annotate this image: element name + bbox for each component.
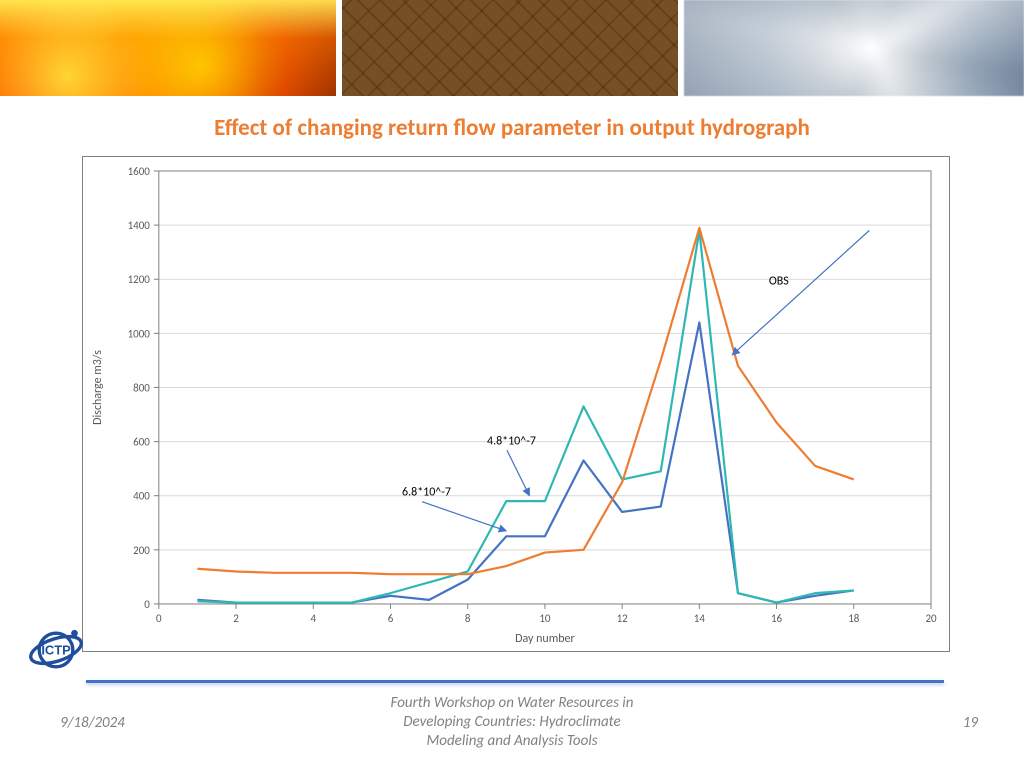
svg-text:1000: 1000	[128, 327, 151, 340]
svg-text:400: 400	[133, 490, 150, 503]
svg-text:0: 0	[156, 612, 162, 625]
svg-text:4: 4	[310, 612, 316, 625]
footer-page-number: 19	[963, 714, 978, 732]
annotation-label: 6.8*10^-7	[402, 486, 451, 500]
svg-text:1600: 1600	[128, 165, 151, 178]
x-axis-label: Day number	[515, 632, 575, 646]
svg-text:800: 800	[133, 381, 150, 394]
svg-text:20: 20	[925, 612, 937, 625]
footer-event-title: Fourth Workshop on Water Resources in De…	[0, 694, 1024, 750]
series-OBS	[197, 228, 853, 574]
svg-text:1200: 1200	[128, 273, 151, 286]
svg-text:16: 16	[771, 612, 783, 625]
series-4.8*10^-7	[197, 231, 853, 603]
slide-title: Effect of changing return flow parameter…	[0, 114, 1024, 142]
svg-text:12: 12	[617, 612, 629, 625]
svg-text:600: 600	[133, 436, 150, 449]
svg-text:200: 200	[133, 544, 150, 557]
banner-drought-image	[342, 0, 678, 96]
banner-hurricane-image	[684, 0, 1024, 96]
svg-text:6: 6	[388, 612, 394, 625]
chart-svg: 0 200 400 600 800 1000 1200 1400 1600 0 2 4 6 8 10 12 14…	[83, 157, 949, 652]
svg-text:0: 0	[144, 598, 150, 611]
ictp-logo: ICTP	[28, 622, 84, 678]
annotation-label: OBS	[769, 275, 789, 289]
y-axis-label: Discharge m3/s	[91, 350, 105, 425]
svg-text:10: 10	[539, 612, 551, 625]
svg-text:2: 2	[233, 612, 239, 625]
slide: Effect of changing return flow parameter…	[0, 0, 1024, 768]
hydrograph-chart: 0 200 400 600 800 1000 1200 1400 1600 0 2 4 6 8 10 12 14…	[82, 156, 950, 652]
svg-text:8: 8	[465, 612, 471, 625]
divider-rule	[86, 680, 944, 683]
svg-text:14: 14	[694, 612, 706, 625]
banner-strip	[0, 0, 1024, 96]
series-6.8*10^-7	[197, 323, 853, 603]
annotation-arrow	[507, 450, 530, 495]
annotation-arrow	[422, 502, 506, 531]
svg-text:1400: 1400	[128, 219, 151, 232]
annotation-arrow	[732, 231, 869, 355]
banner-wildfire-image	[0, 0, 336, 96]
logo-text: ICTP	[41, 642, 71, 657]
svg-text:18: 18	[848, 612, 860, 625]
annotation-label: 4.8*10^-7	[487, 434, 536, 448]
